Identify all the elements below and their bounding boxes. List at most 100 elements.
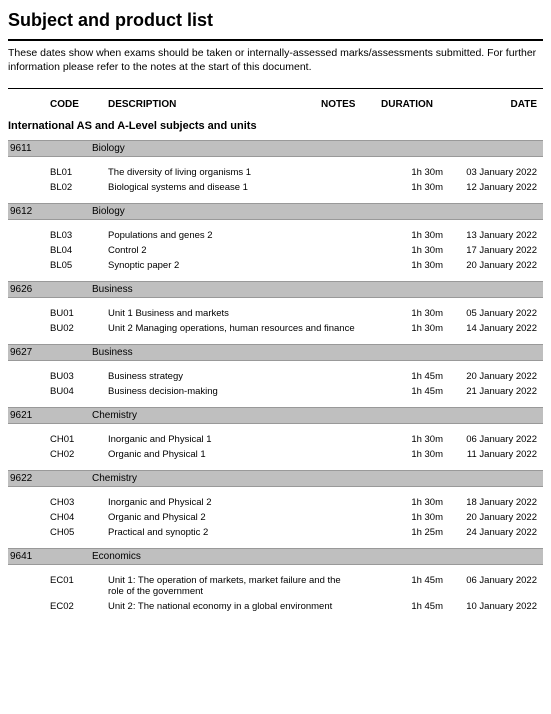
unit-row: BL04Control 21h 30m17 January 2022 bbox=[10, 243, 541, 258]
unit-date: 20 January 2022 bbox=[451, 260, 541, 271]
subject-name: Economics bbox=[50, 551, 541, 562]
unit-date: 20 January 2022 bbox=[451, 371, 541, 382]
unit-row: BL05Synoptic paper 2 1h 30m20 January 202… bbox=[10, 258, 541, 273]
unit-code: CH03 bbox=[50, 497, 108, 508]
unit-description: Business decision-making bbox=[108, 386, 363, 397]
unit-duration: 1h 30m bbox=[397, 512, 451, 523]
unit-row: BU04Business decision-making 1h 45m21 Jan… bbox=[10, 384, 541, 399]
subject-bar: 9621Chemistry bbox=[8, 407, 543, 424]
units-group: CH01Inorganic and Physical 1 1h 30m06 Jan… bbox=[8, 424, 543, 468]
subject-name: Biology bbox=[50, 206, 541, 217]
unit-description: Unit 1: The operation of markets, market… bbox=[108, 575, 363, 597]
unit-row: BL03Populations and genes 2 1h 30m13 Janu… bbox=[10, 228, 541, 243]
unit-date: 17 January 2022 bbox=[451, 245, 541, 256]
column-headers: CODE DESCRIPTION NOTES DURATION DATE bbox=[8, 99, 543, 110]
unit-row: EC02Unit 2: The national economy in a gl… bbox=[10, 599, 541, 614]
unit-date: 06 January 2022 bbox=[451, 434, 541, 445]
unit-duration: 1h 30m bbox=[397, 308, 451, 319]
unit-description: Business strategy bbox=[108, 371, 363, 382]
unit-date: 10 January 2022 bbox=[451, 601, 541, 612]
unit-date: 12 January 2022 bbox=[451, 182, 541, 193]
unit-description: Inorganic and Physical 1 bbox=[108, 434, 363, 445]
unit-duration: 1h 30m bbox=[397, 230, 451, 241]
unit-date: 24 January 2022 bbox=[451, 527, 541, 538]
unit-row: BL02Biological systems and disease 11h 3… bbox=[10, 180, 541, 195]
unit-code: BU04 bbox=[50, 386, 108, 397]
subject-bar: 9611Biology bbox=[8, 140, 543, 157]
unit-duration: 1h 30m bbox=[397, 167, 451, 178]
header-notes: NOTES bbox=[321, 99, 381, 110]
unit-date: 18 January 2022 bbox=[451, 497, 541, 508]
header-duration: DURATION bbox=[381, 99, 451, 110]
unit-code: CH04 bbox=[50, 512, 108, 523]
subject-name: Business bbox=[50, 347, 541, 358]
header-description: DESCRIPTION bbox=[108, 99, 321, 110]
unit-duration: 1h 45m bbox=[397, 386, 451, 397]
unit-description: Inorganic and Physical 2 bbox=[108, 497, 363, 508]
unit-code: BL05 bbox=[50, 260, 108, 271]
unit-code: CH05 bbox=[50, 527, 108, 538]
unit-date: 14 January 2022 bbox=[451, 323, 541, 334]
unit-code: BU03 bbox=[50, 371, 108, 382]
unit-row: CH04Organic and Physical 21h 30m20 Janua… bbox=[10, 510, 541, 525]
unit-description: Synoptic paper 2 bbox=[108, 260, 363, 271]
units-group: BL01The diversity of living organisms 1 1… bbox=[8, 157, 543, 201]
subject-number: 9612 bbox=[10, 206, 50, 217]
unit-row: BU03Business strategy 1h 45m20 January 20… bbox=[10, 369, 541, 384]
unit-row: CH03Inorganic and Physical 2 1h 30m18 Jan… bbox=[10, 495, 541, 510]
unit-date: 21 January 2022 bbox=[451, 386, 541, 397]
units-group: BL03Populations and genes 21h 30m13 Janu… bbox=[8, 220, 543, 279]
subject-bar: 9641Economics bbox=[8, 548, 543, 565]
subject-bar: 9626Business bbox=[8, 281, 543, 298]
subject-number: 9626 bbox=[10, 284, 50, 295]
unit-row: BL01The diversity of living organisms 1 1… bbox=[10, 165, 541, 180]
subject-name: Chemistry bbox=[50, 473, 541, 484]
subject-bar: 9612Biology bbox=[8, 203, 543, 220]
intro-rule bbox=[8, 88, 543, 89]
unit-row: CH01Inorganic and Physical 11h 30m06 Jan… bbox=[10, 432, 541, 447]
unit-duration: 1h 30m bbox=[397, 182, 451, 193]
unit-date: 13 January 2022 bbox=[451, 230, 541, 241]
unit-duration: 1h 30m bbox=[397, 260, 451, 271]
unit-date: 06 January 2022 bbox=[451, 575, 541, 586]
unit-code: EC02 bbox=[50, 601, 108, 612]
unit-duration: 1h 30m bbox=[397, 323, 451, 334]
unit-row: EC01Unit 1: The operation of markets, ma… bbox=[10, 573, 541, 599]
unit-description: Organic and Physical 2 bbox=[108, 512, 363, 523]
subject-name: Business bbox=[50, 284, 541, 295]
subject-number: 9621 bbox=[10, 410, 50, 421]
subject-number: 9611 bbox=[10, 143, 50, 154]
unit-duration: 1h 25m bbox=[397, 527, 451, 538]
unit-code: BU01 bbox=[50, 308, 108, 319]
unit-row: CH02Organic and Physical 11h 30m11 Janua… bbox=[10, 447, 541, 462]
page-title: Subject and product list bbox=[8, 10, 543, 31]
unit-row: BU01Unit 1 Business and markets 1h 30m05 … bbox=[10, 306, 541, 321]
unit-description: Populations and genes 2 bbox=[108, 230, 363, 241]
unit-duration: 1h 45m bbox=[397, 371, 451, 382]
unit-description: Unit 2: The national economy in a global… bbox=[108, 601, 363, 612]
unit-date: 05 January 2022 bbox=[451, 308, 541, 319]
unit-code: CH01 bbox=[50, 434, 108, 445]
unit-description: Unit 2 Managing operations, human resour… bbox=[108, 323, 363, 334]
subject-number: 9622 bbox=[10, 473, 50, 484]
unit-duration: 1h 30m bbox=[397, 449, 451, 460]
page: Subject and product list These dates sho… bbox=[0, 0, 551, 630]
unit-date: 03 January 2022 bbox=[451, 167, 541, 178]
unit-description: Organic and Physical 1 bbox=[108, 449, 363, 460]
unit-description: The diversity of living organisms 1 bbox=[108, 167, 363, 178]
intro-text: These dates show when exams should be ta… bbox=[8, 47, 543, 74]
units-group: BU01Unit 1 Business and markets 1h 30m05 … bbox=[8, 298, 543, 342]
subject-name: Chemistry bbox=[50, 410, 541, 421]
unit-row: BU02Unit 2 Managing operations, human re… bbox=[10, 321, 541, 336]
unit-duration: 1h 45m bbox=[397, 575, 451, 586]
unit-code: BL03 bbox=[50, 230, 108, 241]
unit-duration: 1h 45m bbox=[397, 601, 451, 612]
subject-bar: 9627Business bbox=[8, 344, 543, 361]
unit-description: Biological systems and disease 1 bbox=[108, 182, 363, 193]
unit-duration: 1h 30m bbox=[397, 497, 451, 508]
units-group: BU03Business strategy 1h 45m20 January 20… bbox=[8, 361, 543, 405]
unit-code: EC01 bbox=[50, 575, 108, 586]
unit-description: Unit 1 Business and markets bbox=[108, 308, 363, 319]
units-group: CH03Inorganic and Physical 2 1h 30m18 Jan… bbox=[8, 487, 543, 546]
unit-code: BL01 bbox=[50, 167, 108, 178]
